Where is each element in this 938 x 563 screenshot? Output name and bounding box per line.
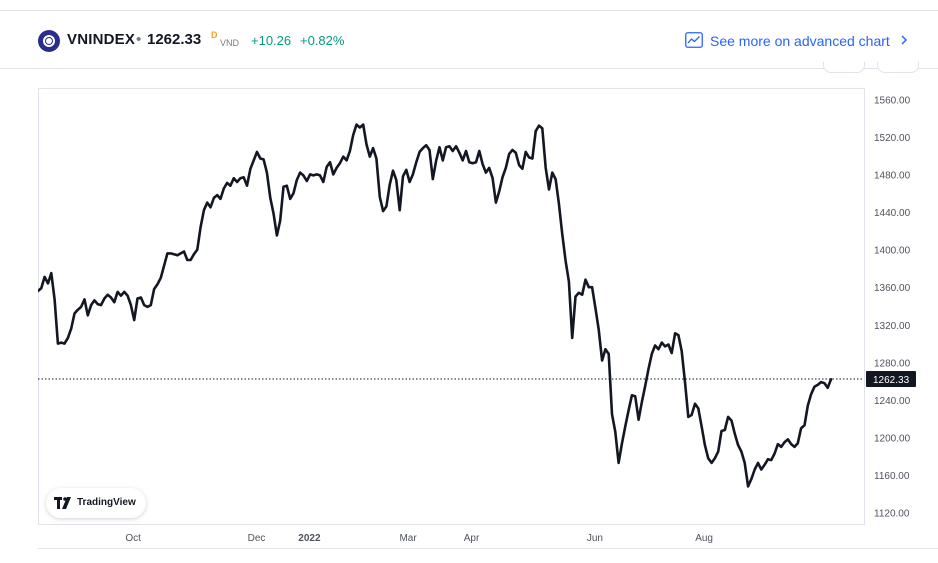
- x-tick-label: Dec: [248, 533, 266, 544]
- symbol-name[interactable]: VNINDEX: [67, 31, 136, 48]
- y-tick-label: 1160.00: [874, 471, 910, 482]
- y-tick-label: 1400.00: [874, 246, 911, 257]
- tradingview-label: TradingView: [77, 497, 136, 508]
- y-tick-label: 1200.00: [874, 434, 911, 445]
- tradingview-logo-icon: [54, 497, 71, 509]
- vnindex-logo-icon: [38, 30, 60, 52]
- symbol-header: VNINDEX • 1262.33 D VND +10.26 +0.82% Se…: [0, 22, 938, 62]
- top-border: [0, 10, 938, 11]
- x-tick-label: Oct: [125, 533, 141, 544]
- last-price-label-group: 1262.33: [866, 370, 916, 387]
- advanced-chart-label[interactable]: See more on advanced chart: [710, 33, 890, 49]
- chart-container: 1560.00 1520.00 1480.00 1440.00 1400.00 1360.…: [36, 88, 938, 558]
- y-tick-label: 1480.00: [874, 170, 911, 181]
- y-tick-label: 1320.00: [874, 321, 911, 332]
- tradingview-badge[interactable]: TradingView: [46, 488, 146, 518]
- last-price-label: 1262.33: [873, 375, 910, 386]
- price-change: +10.26: [251, 33, 292, 48]
- x-tick-label: Mar: [399, 533, 417, 544]
- chevron-right-icon: [901, 35, 908, 45]
- price-flag: D: [211, 30, 218, 40]
- time-axis: Oct Dec 2022 Mar Apr Jun Aug: [125, 533, 713, 544]
- x-tick-label: 2022: [298, 533, 321, 544]
- currency-label: VND: [220, 38, 240, 48]
- y-tick-label: 1560.00: [874, 95, 911, 106]
- price-axis: 1560.00 1520.00 1480.00 1440.00 1400.00 1360.…: [874, 95, 911, 519]
- x-tick-label: Jun: [587, 533, 603, 544]
- plot-area: [38, 88, 865, 525]
- symbol-separator: •: [136, 31, 142, 48]
- price-chart[interactable]: 1560.00 1520.00 1480.00 1440.00 1400.00 1360.…: [36, 88, 938, 558]
- series-line: [36, 123, 833, 488]
- header-divider: [0, 68, 938, 69]
- y-tick-label: 1240.00: [874, 396, 911, 407]
- y-tick-label: 1360.00: [874, 283, 911, 294]
- toolbar-tab-left[interactable]: [823, 62, 865, 73]
- toolbar-tab-right[interactable]: [877, 62, 919, 73]
- y-tick-label: 1440.00: [874, 208, 911, 219]
- chart-line-icon: [685, 32, 703, 48]
- x-tick-label: Apr: [464, 533, 480, 544]
- price-change-percent: +0.82%: [300, 33, 345, 48]
- last-price-badge: [866, 370, 916, 387]
- y-tick-label: 1120.00: [874, 509, 910, 520]
- y-tick-label: 1520.00: [874, 133, 911, 144]
- y-tick-label: 1280.00: [874, 358, 911, 369]
- current-price: 1262.33: [147, 31, 202, 48]
- x-tick-label: Aug: [695, 533, 713, 544]
